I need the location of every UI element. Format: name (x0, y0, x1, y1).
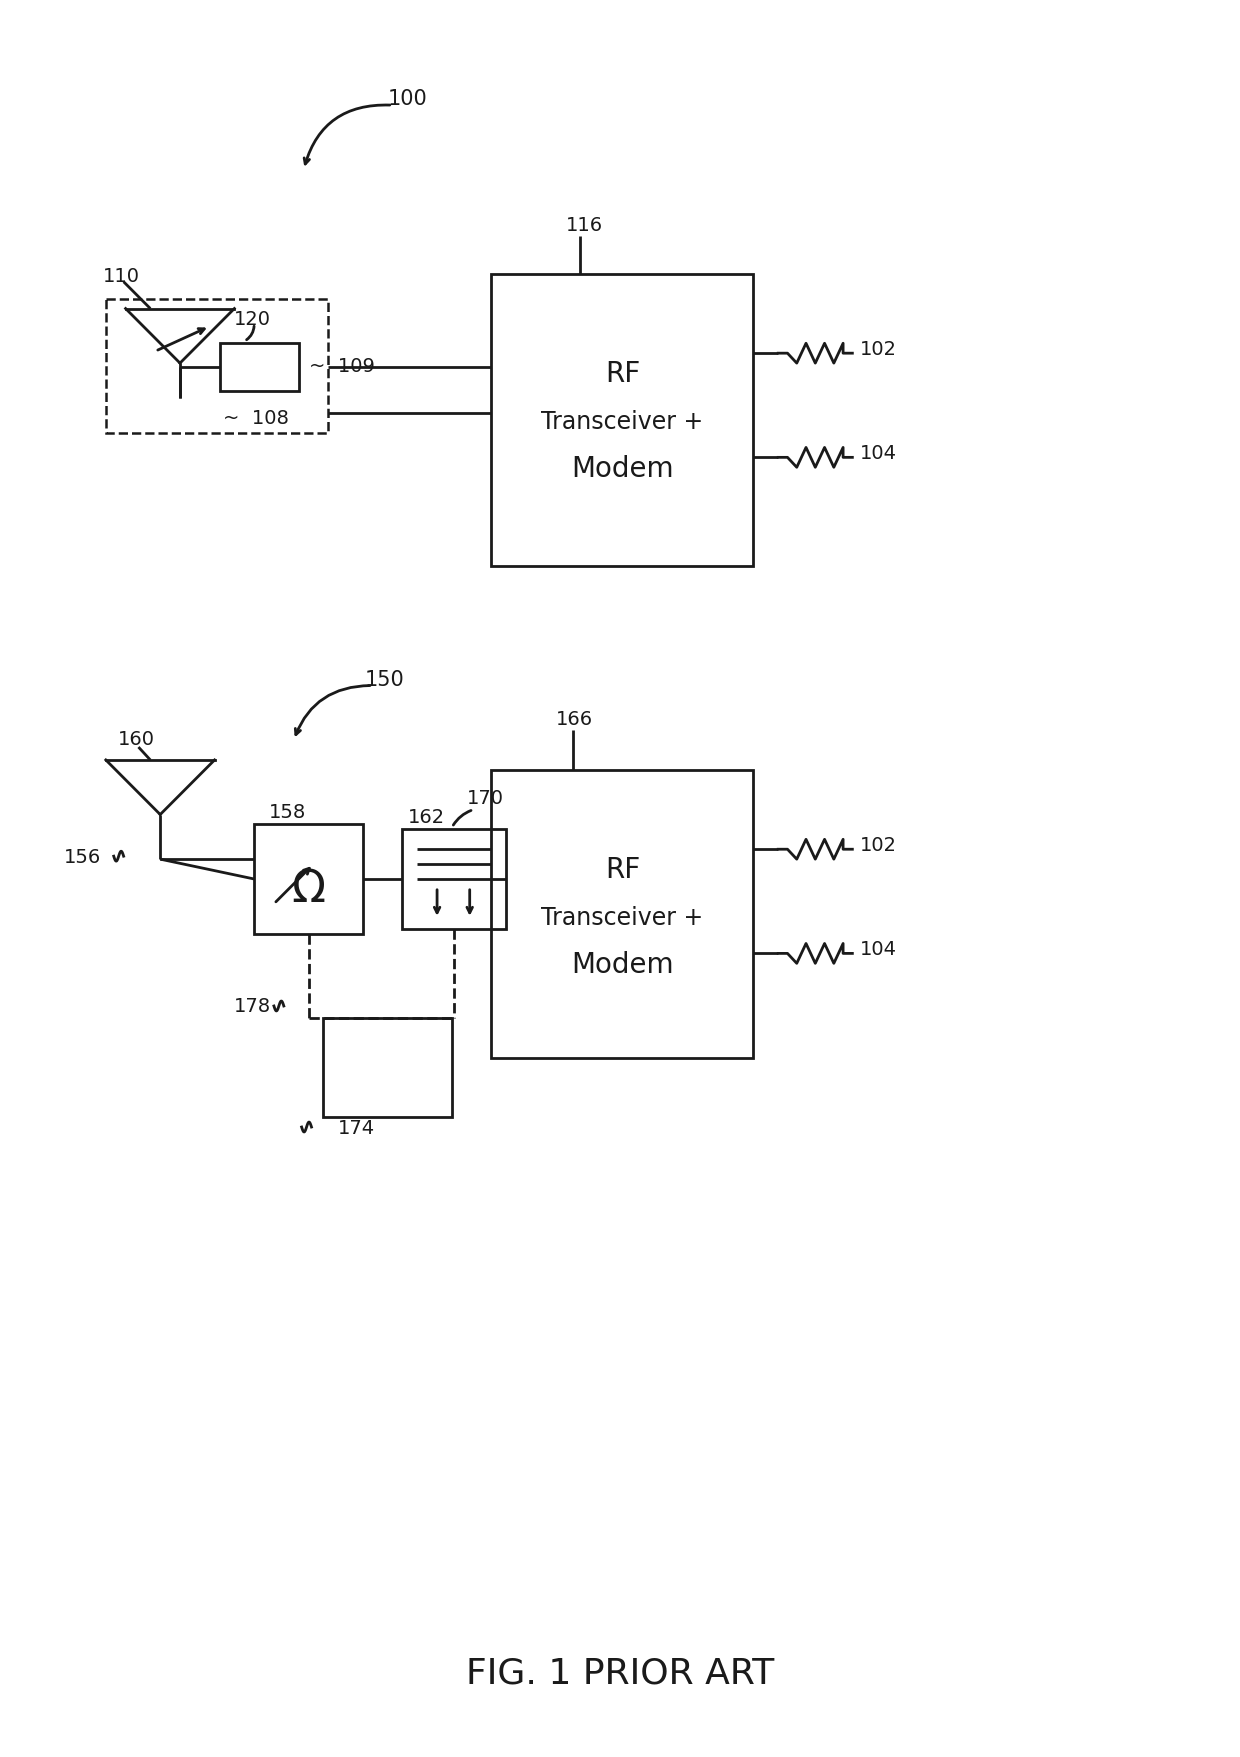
Text: 116: 116 (565, 216, 603, 235)
Bar (254, 826, 363, 935)
Text: RF: RF (605, 856, 640, 884)
Bar (219, 344, 299, 392)
Text: Transceiver +: Transceiver + (542, 409, 703, 434)
Text: 100: 100 (388, 90, 428, 109)
Text: 104: 104 (861, 443, 898, 462)
Text: 110: 110 (103, 267, 140, 286)
Text: Modem: Modem (572, 951, 673, 979)
Bar (491, 274, 754, 568)
Bar (491, 770, 754, 1058)
Text: Transceiver +: Transceiver + (542, 905, 703, 929)
Text: FIG. 1 PRIOR ART: FIG. 1 PRIOR ART (466, 1655, 774, 1690)
Text: 150: 150 (365, 669, 404, 689)
Text: ~  109: ~ 109 (309, 357, 374, 376)
Bar (324, 1019, 451, 1117)
Text: 174: 174 (339, 1117, 376, 1137)
Bar (105, 299, 329, 434)
Text: 102: 102 (861, 339, 898, 358)
Text: 170: 170 (466, 789, 503, 808)
Text: 120: 120 (234, 309, 272, 329)
Text: 102: 102 (861, 835, 898, 854)
Text: 160: 160 (118, 729, 155, 748)
Text: 166: 166 (556, 710, 593, 729)
Text: 104: 104 (861, 940, 898, 958)
Text: 158: 158 (269, 803, 306, 822)
Bar (403, 829, 506, 929)
Text: Modem: Modem (572, 455, 673, 483)
Text: RF: RF (605, 360, 640, 388)
Text: ~  108: ~ 108 (222, 409, 289, 429)
Text: 162: 162 (408, 808, 444, 826)
Text: 178: 178 (234, 996, 272, 1016)
Text: 156: 156 (64, 847, 102, 866)
Text: $\Omega$: $\Omega$ (291, 868, 326, 910)
